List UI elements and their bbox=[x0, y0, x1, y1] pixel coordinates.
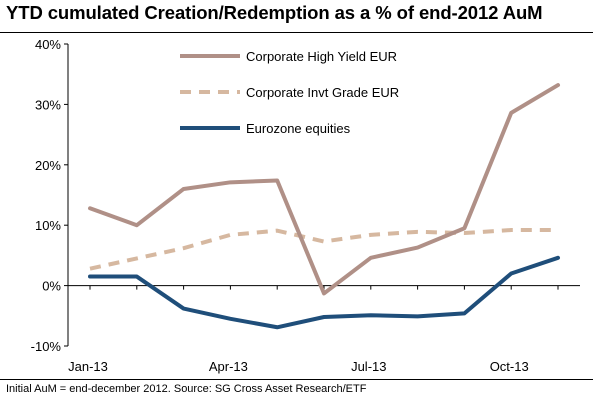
x-tick-label: Jan-13 bbox=[68, 359, 108, 374]
x-tick-label: Jul-13 bbox=[351, 359, 386, 374]
legend: Corporate High Yield EUR Corporate Invt G… bbox=[180, 49, 399, 136]
y-tick-label: 20% bbox=[35, 158, 61, 173]
series-lines bbox=[88, 83, 560, 330]
x-tick-label: Oct-13 bbox=[490, 359, 529, 374]
legend-label: Eurozone equities bbox=[246, 121, 351, 136]
line-chart: 40% 30% 20% 10% 0% -10% Jan-13 Apr-13 Jul-13 Oct… bbox=[31, 37, 580, 374]
legend-label: Corporate High Yield EUR bbox=[246, 49, 397, 64]
legend-label: Corporate Invt Grade EUR bbox=[246, 85, 399, 100]
source-rule bbox=[0, 379, 593, 380]
x-axis: Jan-13 Apr-13 Jul-13 Oct-13 bbox=[68, 285, 559, 374]
y-tick-label: -10% bbox=[31, 339, 62, 354]
series-line-eurozone-equities bbox=[88, 255, 560, 330]
y-tick-label: 0% bbox=[42, 279, 61, 294]
series-line-corporate-invt-grade-eur bbox=[89, 228, 558, 271]
source-note: Initial AuM = end-december 2012. Source:… bbox=[6, 383, 367, 395]
chart-title: YTD cumulated Creation/Redemption as a %… bbox=[6, 2, 543, 23]
y-axis: 40% 30% 20% 10% 0% -10% bbox=[31, 37, 68, 354]
y-tick-label: 30% bbox=[35, 97, 61, 112]
series-line-corporate-high-yield-eur bbox=[88, 83, 560, 296]
y-tick-label: 40% bbox=[35, 37, 61, 52]
title-rule bbox=[0, 32, 593, 33]
x-tick-label: Apr-13 bbox=[209, 359, 248, 374]
y-tick-label: 10% bbox=[35, 218, 61, 233]
